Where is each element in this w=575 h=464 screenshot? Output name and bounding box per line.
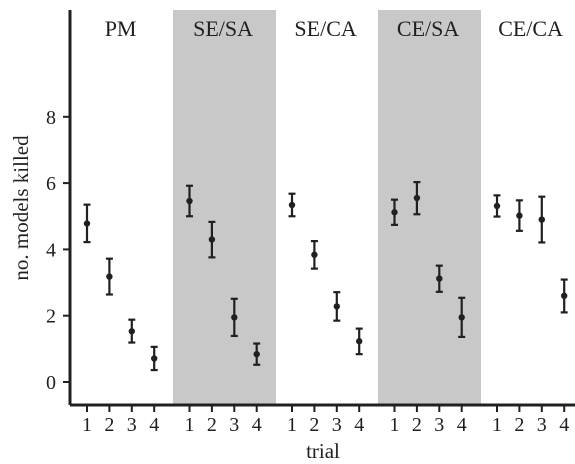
y-tick-label-0: 0 <box>46 372 56 394</box>
y-tick-label-6: 6 <box>46 173 56 195</box>
mean-point-ce-sa-trial-1 <box>391 209 398 216</box>
mean-point-se-ca-trial-3 <box>333 303 340 310</box>
x-tick-label-se-ca-1: 1 <box>287 414 297 436</box>
x-tick-label-se-sa-1: 1 <box>185 414 195 436</box>
y-tick-label-2: 2 <box>46 306 56 328</box>
mean-point-se-sa-trial-2 <box>208 236 216 243</box>
x-tick-label-ce-sa-2: 2 <box>412 414 422 436</box>
x-tick-label-pm-2: 2 <box>104 414 114 436</box>
mean-point-ce-ca-trial-4 <box>561 292 568 300</box>
x-tick-label-pm-1: 1 <box>82 414 92 436</box>
mean-point-pm-trial-4 <box>151 355 158 362</box>
mean-point-se-sa-trial-3 <box>231 314 238 321</box>
mean-point-ce-ca-trial-2 <box>516 212 523 219</box>
mean-point-ce-sa-trial-3 <box>436 275 443 282</box>
mean-point-se-ca-trial-1 <box>288 201 296 209</box>
x-tick-label-ce-ca-2: 2 <box>514 414 524 436</box>
mean-point-ce-sa-trial-4 <box>458 314 465 321</box>
y-tick-label-8: 8 <box>46 107 56 129</box>
mean-point-se-sa-trial-1 <box>186 197 193 205</box>
group-label-se-sa: SE/SA <box>193 16 253 41</box>
x-tick-label-ce-sa-3: 3 <box>434 414 444 436</box>
mean-point-pm-trial-3 <box>128 328 135 335</box>
y-tick-label-4: 4 <box>46 239 56 261</box>
mean-point-se-ca-trial-4 <box>356 338 363 345</box>
x-tick-label-se-sa-4: 4 <box>252 414 262 436</box>
mean-point-ce-ca-trial-3 <box>538 216 545 223</box>
x-tick-label-pm-4: 4 <box>149 414 159 436</box>
y-axis-title: no. models killed <box>9 135 33 281</box>
mean-point-pm-trial-1 <box>83 220 91 227</box>
x-tick-label-pm-3: 3 <box>127 414 137 436</box>
x-tick-label-ce-ca-3: 3 <box>537 414 547 436</box>
x-tick-label-se-ca-4: 4 <box>354 414 364 436</box>
x-tick-label-ce-ca-4: 4 <box>559 414 569 436</box>
x-tick-label-se-ca-3: 3 <box>332 414 342 436</box>
group-label-ce-ca: CE/CA <box>498 16 563 41</box>
x-tick-label-se-ca-2: 2 <box>309 414 319 436</box>
group-label-ce-sa: CE/SA <box>397 16 459 41</box>
group-label-pm: PM <box>105 16 137 41</box>
x-tick-label-se-sa-3: 3 <box>229 414 239 436</box>
x-tick-label-ce-ca-1: 1 <box>492 414 502 436</box>
x-tick-label-ce-sa-4: 4 <box>457 414 467 436</box>
x-tick-label-ce-sa-1: 1 <box>390 414 400 436</box>
mean-point-ce-ca-trial-1 <box>493 202 501 210</box>
mean-point-se-sa-trial-4 <box>253 350 260 358</box>
group-label-se-ca: SE/CA <box>294 16 356 41</box>
x-tick-label-se-sa-2: 2 <box>207 414 217 436</box>
mean-point-pm-trial-2 <box>106 273 113 280</box>
mean-point-ce-sa-trial-2 <box>413 194 421 202</box>
mean-point-se-ca-trial-2 <box>311 251 318 258</box>
x-axis-title: trial <box>306 439 340 463</box>
